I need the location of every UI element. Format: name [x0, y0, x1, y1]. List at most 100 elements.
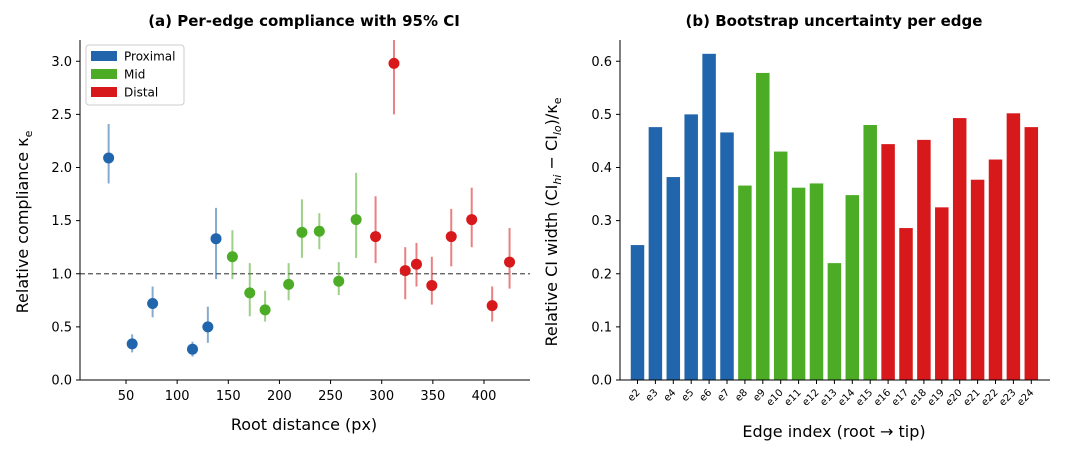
bar — [863, 125, 877, 380]
x-tick-label: e20 — [944, 387, 965, 408]
y-tick-label: 3.0 — [51, 55, 72, 70]
bar — [881, 144, 895, 380]
data-point — [350, 214, 362, 226]
x-tick-label: e15 — [854, 387, 875, 408]
y-tick-label: 1.5 — [51, 214, 72, 229]
x-tick-label: e5 — [680, 387, 697, 404]
bar — [952, 118, 967, 380]
x-tick-label: e13 — [818, 387, 839, 408]
panel-a-ylabel: Relative compliance κe — [13, 130, 35, 313]
legend-swatch — [91, 87, 117, 97]
x-tick-label: e3 — [644, 387, 661, 404]
x-tick-label: e18 — [908, 387, 929, 408]
y-tick-label: 0.5 — [591, 108, 612, 123]
legend-label: Proximal — [124, 50, 175, 64]
y-tick-label: 0.0 — [51, 374, 72, 389]
legend-label: Mid — [124, 68, 145, 82]
data-point — [126, 338, 138, 350]
x-tick-label: e4 — [662, 387, 679, 404]
data-point — [399, 265, 411, 277]
x-tick-label: e19 — [926, 387, 947, 408]
bar — [773, 151, 788, 380]
data-point — [504, 256, 516, 268]
x-tick-label: 400 — [472, 389, 497, 404]
data-point — [202, 321, 214, 333]
x-tick-label: e12 — [800, 387, 821, 408]
data-point — [388, 57, 400, 69]
y-tick-label: 2.0 — [51, 161, 72, 176]
data-point — [147, 298, 159, 309]
x-tick-label: e10 — [765, 387, 786, 408]
bar — [648, 127, 663, 380]
panel-a-legend: Proximal Mid Distal — [85, 44, 185, 106]
bar — [791, 187, 806, 380]
panel-b-xlabel: Edge index (root → tip) — [742, 422, 925, 441]
data-point — [187, 343, 198, 355]
x-tick-label: e24 — [1015, 387, 1036, 408]
x-tick-label: e21 — [962, 387, 983, 408]
panel-b-bootstrap-bars: (b) Bootstrap uncertainty per edge 0.0 0.… — [542, 12, 1050, 441]
legend-swatch — [91, 69, 117, 79]
data-point — [226, 251, 238, 263]
y-tick-label: 0.1 — [591, 320, 612, 335]
data-point — [296, 226, 308, 238]
y-tick-label: 0.3 — [591, 214, 612, 229]
x-tick-label: 100 — [165, 389, 190, 404]
bar — [702, 53, 716, 380]
data-point — [486, 300, 498, 312]
x-tick-label: e7 — [715, 387, 732, 404]
bar — [1024, 127, 1039, 380]
y-tick-label: 0.4 — [591, 161, 612, 176]
data-point — [333, 275, 345, 287]
bar — [720, 132, 734, 380]
data-point — [370, 231, 382, 243]
data-point — [283, 278, 295, 290]
data-point — [103, 152, 115, 164]
bar — [756, 72, 770, 380]
x-tick-label: e16 — [872, 387, 893, 408]
x-tick-label: e11 — [783, 387, 804, 408]
data-point — [259, 304, 271, 316]
bar — [630, 245, 645, 380]
x-tick-label: e6 — [698, 387, 715, 404]
data-point — [244, 287, 256, 299]
y-tick-label: 0.2 — [591, 267, 612, 282]
panel-a-title: (a) Per-edge compliance with 95% CI — [148, 12, 460, 30]
x-tick-label: e2 — [626, 387, 643, 404]
panel-b-title: (b) Bootstrap uncertainty per edge — [686, 12, 983, 30]
y-tick-label: 0.5 — [51, 320, 72, 335]
data-point — [426, 279, 438, 291]
bar — [917, 139, 931, 380]
x-tick-label: e17 — [890, 387, 911, 408]
bar — [1006, 113, 1021, 380]
x-tick-label: 150 — [216, 389, 241, 404]
x-tick-label: 350 — [420, 389, 445, 404]
data-point — [445, 231, 457, 243]
y-tick-label: 0.0 — [591, 374, 612, 389]
bar — [899, 228, 913, 380]
bar — [684, 114, 698, 380]
x-tick-label: e14 — [836, 387, 857, 408]
data-point — [466, 214, 478, 226]
bar — [666, 177, 681, 380]
bar — [988, 159, 1003, 380]
legend-label: Distal — [124, 86, 158, 100]
x-tick-label: e22 — [979, 387, 1000, 408]
bar — [738, 185, 752, 380]
y-tick-label: 2.5 — [51, 108, 72, 123]
x-tick-label: 250 — [318, 389, 343, 404]
bar — [970, 179, 985, 380]
y-tick-label: 1.0 — [51, 267, 72, 282]
y-tick-label: 0.6 — [591, 55, 612, 70]
x-tick-label: e23 — [997, 387, 1018, 408]
bar — [827, 263, 842, 380]
panel-a-compliance-scatter: (a) Per-edge compliance with 95% CI 50 10… — [13, 12, 530, 434]
bar — [809, 183, 824, 380]
x-tick-label: e8 — [733, 387, 750, 404]
panel-a-xlabel: Root distance (px) — [231, 415, 377, 434]
bar — [845, 195, 860, 380]
data-point — [410, 258, 422, 270]
bar — [935, 207, 949, 380]
panel-b-ylabel: Relative CI width (CIhi − CIlo)/κe — [542, 97, 564, 346]
